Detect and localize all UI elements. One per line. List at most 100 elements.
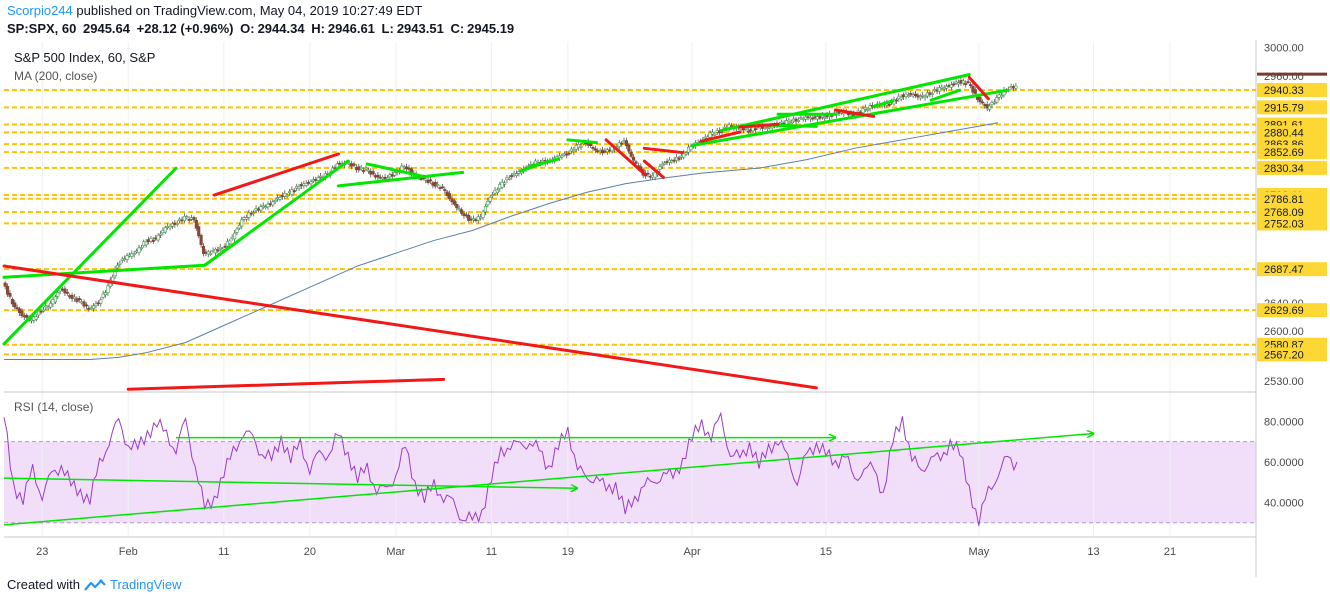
downtrend-line[interactable] [967, 75, 990, 101]
candle-body [624, 140, 628, 147]
candle-body [455, 204, 459, 209]
candle-body [65, 291, 69, 294]
downtrend-line[interactable] [642, 159, 665, 179]
candle-body [8, 293, 12, 297]
candle-body [15, 307, 19, 310]
rsi-pane [3, 411, 1256, 526]
candle-body [629, 151, 633, 157]
candle-body [660, 163, 664, 167]
candle-body [713, 133, 717, 136]
candle-body [992, 101, 996, 104]
downtrend-line[interactable] [833, 108, 876, 118]
candle-body [450, 198, 454, 203]
candle-body [393, 172, 397, 176]
chart-canvas[interactable]: 23 Feb 11 20 Mar 11 19 Apr 15 May 13 213000.002960.… [0, 40, 1330, 577]
candle-body [46, 306, 50, 309]
candle-body [949, 84, 953, 88]
x-tick-label: 23 [36, 546, 48, 558]
support-price-tag [1257, 125, 1327, 140]
uptrend-line[interactable] [365, 162, 427, 179]
uptrend-line[interactable] [2, 263, 207, 279]
uptrend-line[interactable] [566, 138, 599, 145]
candle-body [206, 251, 210, 255]
downtrend-line[interactable] [126, 377, 446, 391]
rsi-label: RSI (14, close) [14, 400, 93, 414]
x-tick-label: Apr [684, 546, 701, 558]
candle-body [149, 238, 153, 242]
support-price-tag [1257, 216, 1327, 231]
rsi-trendline[interactable] [3, 434, 1094, 526]
candle-body [371, 171, 375, 175]
candle-body [362, 170, 366, 172]
candle-body [316, 177, 320, 181]
downtrend-line[interactable] [700, 130, 742, 143]
tradingview-logo-icon [84, 578, 106, 591]
price-tick-label: 2530.00 [1264, 376, 1304, 388]
candle-body [495, 189, 499, 193]
downtrend-line[interactable] [2, 264, 818, 390]
candle-body [476, 216, 480, 221]
high-value: 2946.61 [327, 21, 375, 36]
candle-body [118, 262, 122, 265]
candle-body [866, 108, 870, 111]
support-price-tag [1257, 347, 1327, 362]
quote-line: SP:SPX, 60 2945.64 +28.12 (+0.96%) O: 294… [7, 20, 1327, 38]
open-value: 2944.34 [257, 21, 305, 36]
uptrend-line[interactable] [872, 99, 895, 108]
candle-body [811, 117, 815, 120]
price-change: +28.12 (+0.96%) [136, 21, 234, 36]
candle-body [426, 179, 430, 183]
candle-body [966, 81, 970, 83]
candle-body [261, 205, 265, 208]
candle-body [503, 182, 507, 185]
candle-body [25, 315, 29, 318]
uptrend-line[interactable] [929, 88, 962, 102]
uptrend-line[interactable] [690, 88, 1010, 147]
rsi-tick-label: 80.0000 [1264, 416, 1304, 428]
x-tick-label: 11 [486, 546, 497, 558]
downtrend-line[interactable] [212, 152, 341, 197]
candle-body [106, 285, 110, 293]
candle-body [244, 217, 249, 220]
published-text: published on TradingView.com, May 04, 20… [76, 3, 423, 18]
candle-body [168, 225, 172, 229]
x-tick-label: Mar [386, 546, 405, 558]
candle-body [235, 228, 239, 233]
x-tick-label: 11 [218, 546, 229, 558]
downtrend-line[interactable] [642, 146, 685, 155]
candle-body [44, 305, 48, 308]
candle-body [894, 99, 898, 102]
tradingview-brand[interactable]: TradingView [109, 577, 182, 592]
uptrend-line[interactable] [719, 73, 971, 133]
candle-body [156, 234, 160, 241]
candle-body [887, 104, 891, 106]
candle-body [285, 195, 289, 197]
support-price-label: 2915.79 [1264, 102, 1304, 114]
uptrend-line[interactable] [203, 236, 245, 267]
uptrend-line[interactable] [518, 163, 541, 173]
candle-body [990, 102, 994, 106]
candle-body [471, 218, 476, 221]
support-price-tag [1257, 82, 1327, 97]
candle-body [710, 131, 714, 135]
uptrend-line[interactable] [2, 166, 178, 346]
candle-body [366, 169, 370, 172]
candle-body [789, 122, 793, 125]
support-price-label: 2567.20 [1264, 349, 1304, 361]
candle-body [304, 183, 308, 186]
x-tick-label: 19 [562, 546, 574, 558]
candle-body [364, 167, 368, 170]
downtrend-line[interactable] [738, 122, 780, 129]
candle-body [72, 296, 77, 299]
support-price-label: 2852.69 [1264, 147, 1304, 159]
downtrend-line[interactable] [604, 138, 646, 176]
candle-body [964, 83, 968, 85]
uptrend-line[interactable] [337, 170, 465, 188]
author-link[interactable]: Scorpio244 [7, 3, 73, 18]
rsi-trendline[interactable] [3, 477, 577, 488]
price-tick-label: 2600.00 [1264, 326, 1304, 338]
candle-body [500, 181, 504, 188]
candle-body [283, 193, 287, 197]
candle-body [151, 240, 155, 242]
candle-body [514, 173, 519, 176]
